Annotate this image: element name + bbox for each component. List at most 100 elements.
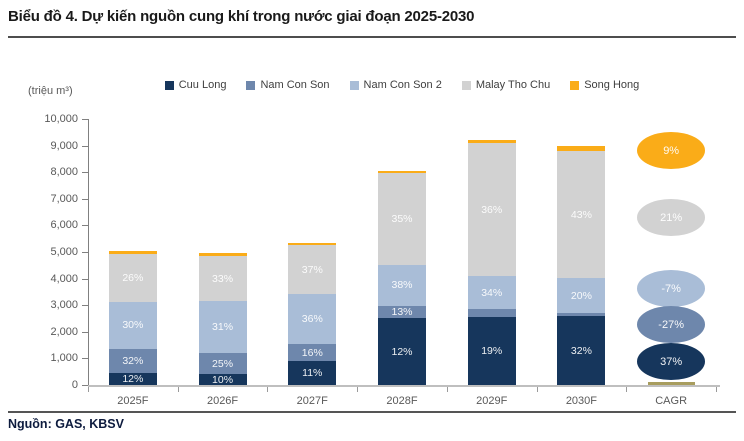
bar-segment-label: 36% (481, 203, 503, 216)
legend-label: Cuu Long (178, 79, 227, 91)
bar-segment-nam-con-son: 32% (108, 349, 157, 374)
y-tick-mark (82, 172, 88, 174)
bar-segment-label: 33% (212, 272, 234, 285)
title-divider (8, 36, 736, 38)
x-tick-mark (267, 387, 269, 392)
legend-label: Nam Con Son 2 (363, 79, 442, 91)
y-axis-unit-label: (triệu m³) (28, 85, 73, 97)
bar-segment-label: 30% (122, 319, 144, 332)
cagr-baseline-bar-song-hong (647, 382, 695, 385)
y-tick-label: 2,000 (50, 325, 78, 338)
x-tick-mark (716, 387, 717, 392)
y-tick-mark (82, 358, 88, 360)
bar-segment-label: 12% (122, 372, 144, 385)
bar-segment-song-hong (198, 253, 247, 256)
x-tick-mark (88, 387, 89, 392)
bar-segment-song-hong (557, 146, 606, 151)
bar-segment-cuu-long: 32% (557, 316, 606, 385)
x-category-label-2027f: 2027F (296, 395, 328, 407)
x-tick-mark (536, 387, 538, 392)
y-tick-label: 1,000 (50, 352, 78, 365)
bar-2025f: 12% 32% 30% 26% (108, 251, 157, 385)
bar-segment-label: 10% (212, 373, 234, 386)
y-tick-label: 3,000 (50, 299, 78, 312)
legend-item-song-hong: Song Hong (570, 79, 639, 91)
y-tick-label: 8,000 (50, 166, 78, 179)
footer-divider (8, 411, 736, 413)
cagr-ellipse-nam-con-son: -27% (637, 306, 706, 343)
bar-segment-label: 34% (481, 286, 503, 299)
bar-segment-malay-tho-chu: 43% (557, 151, 606, 278)
legend-item-nam-con-son-2: Nam Con Son 2 (349, 79, 442, 91)
legend-swatch-icon (570, 80, 580, 90)
legend-swatch-icon (349, 80, 359, 90)
bar-segment-song-hong (108, 251, 157, 254)
bar-segment-nam-con-son-2: 31% (198, 301, 247, 353)
bar-segment-label: 31% (212, 320, 234, 333)
x-category-label-2028f: 2028F (386, 395, 418, 407)
bar-segment-cuu-long: 19% (467, 317, 516, 385)
bar-segment-cuu-long: 12% (108, 372, 157, 385)
bar-segment-nam-con-son: 16% (288, 344, 337, 361)
y-tick-mark (82, 252, 88, 253)
bar-segment-nam-con-son: 25% (198, 353, 247, 374)
y-tick-mark (82, 198, 88, 200)
bar-segment-nam-con-son: 13% (378, 306, 426, 319)
x-category-label-2030f: 2030F (565, 395, 598, 407)
bar-2029f: 19% 34% 36% (467, 139, 516, 385)
legend-swatch-icon (164, 80, 174, 90)
bar-segment-cuu-long: 11% (288, 361, 337, 385)
x-category-label-2026f: 2026F (206, 395, 239, 407)
bar-segment-nam-con-son (467, 309, 516, 317)
bar-segment-label: 19% (481, 344, 503, 357)
cagr-ellipse-nam-con-son-2: -7% (637, 270, 706, 307)
y-tick-label: 9,000 (50, 139, 78, 152)
bar-segment-label: 16% (301, 346, 323, 359)
bar-segment-label: 43% (570, 208, 592, 221)
y-tick-mark (82, 278, 88, 280)
bar-segment-label: 32% (122, 354, 144, 367)
y-tick-label: 0 (71, 379, 78, 391)
bar-segment-malay-tho-chu: 35% (378, 173, 426, 265)
y-tick-label: 6,000 (50, 219, 78, 232)
bar-segment-nam-con-son-2: 38% (378, 264, 426, 307)
x-category-label-cagr: CAGR (655, 395, 688, 407)
x-tick-mark (357, 387, 359, 392)
bar-segment-nam-con-son-2: 20% (557, 278, 606, 313)
bar-segment-label: 32% (570, 344, 592, 357)
y-tick-label: 5,000 (50, 246, 78, 258)
chart-title: Biểu đồ 4. Dự kiến nguồn cung khí trong … (8, 8, 475, 25)
legend-label: Nam Con Son (260, 79, 330, 91)
bar-segment-malay-tho-chu: 37% (288, 245, 337, 294)
bar-segment-nam-con-son-2: 34% (467, 276, 516, 309)
bar-segment-song-hong (467, 140, 516, 143)
bar-segment-song-hong (288, 243, 337, 245)
cagr-ellipse-song-hong: 9% (637, 132, 706, 169)
bar-2027f: 11% 16% 36% 37% (288, 242, 337, 385)
legend-item-malay-tho-chu: Malay Tho Chu (461, 79, 550, 91)
bar-segment-label: 37% (301, 263, 323, 276)
legend-item-cuu-long: Cuu Long (164, 79, 227, 91)
bar-segment-label: 13% (391, 306, 413, 319)
bar-segment-label: 38% (391, 279, 413, 292)
chart-legend: Cuu Long Nam Con Son Nam Con Son 2 Malay Th… (88, 79, 716, 91)
bar-segment-nam-con-son-2: 30% (108, 301, 157, 350)
bar-segment-label: 36% (301, 312, 323, 325)
cagr-ellipse-cuu-long: 37% (637, 343, 706, 380)
bar-segment-song-hong (378, 171, 426, 173)
bar-segment-label: 35% (391, 212, 413, 225)
y-tick-label: 4,000 (50, 272, 78, 285)
y-tick-label: 7,000 (50, 192, 78, 205)
bar-segment-label: 20% (570, 289, 592, 302)
bar-segment-cuu-long: 10% (198, 373, 247, 386)
x-tick-mark (626, 387, 628, 392)
y-tick-mark (82, 331, 88, 333)
bar-2030f: 32% 20% 43% (557, 146, 606, 385)
bar-segment-label: 26% (122, 271, 144, 284)
y-axis-line (88, 119, 89, 386)
y-tick-mark (82, 225, 88, 227)
bar-segment-cuu-long: 12% (378, 318, 426, 385)
bar-2028f: 12% 13% 38% 35% (378, 171, 426, 385)
x-category-label-2029f: 2029F (476, 395, 508, 407)
bar-2026f: 10% 25% 31% 33% (198, 253, 247, 386)
